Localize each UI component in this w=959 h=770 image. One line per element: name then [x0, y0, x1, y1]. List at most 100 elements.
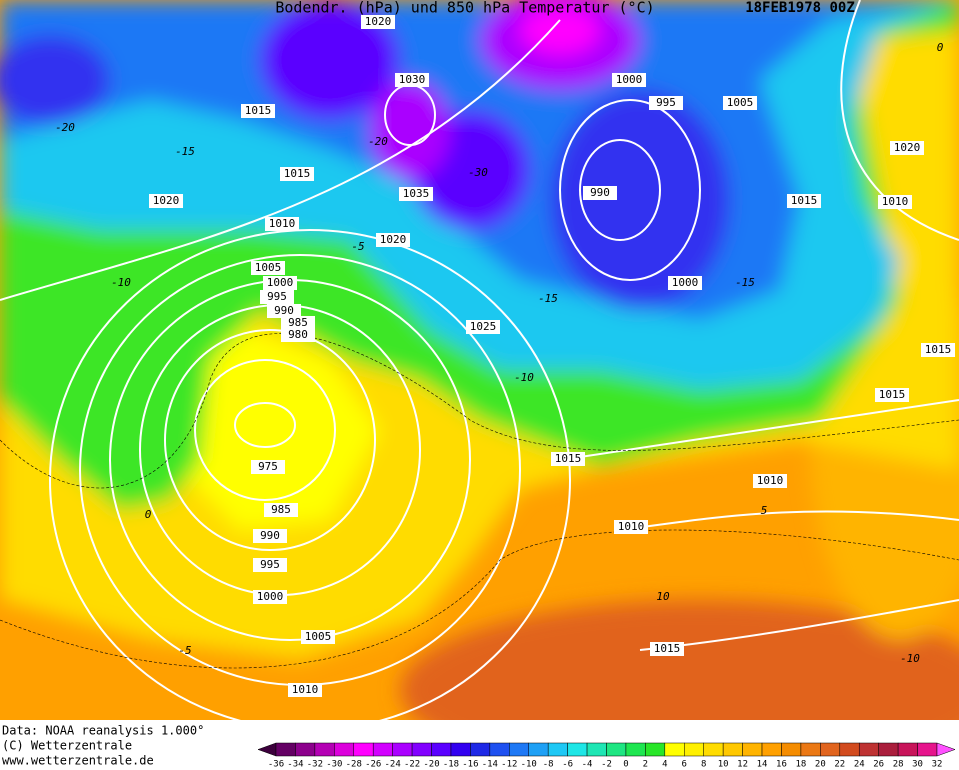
legend-tick-label: 24: [854, 760, 865, 770]
legend-tick-label: -26: [365, 760, 381, 770]
isobar-label-bg: [890, 141, 924, 155]
isotherm-label: -15: [538, 292, 558, 305]
legend-swatch: [625, 742, 646, 757]
isobar-label-bg: [253, 529, 287, 543]
legend-tick-label: -34: [287, 760, 303, 770]
isobar-label: 1010: [618, 520, 645, 533]
legend-swatch: [917, 742, 938, 757]
legend-swatch: [411, 742, 432, 757]
legend-tick-label: 28: [893, 760, 904, 770]
legend-tick-label: 18: [795, 760, 806, 770]
isotherm-label: -10: [514, 371, 534, 384]
legend-swatch: [839, 742, 860, 757]
isobar-label: 1020: [894, 141, 921, 154]
isobar-label: 1015: [245, 104, 272, 117]
isobar-label: 1020: [153, 194, 180, 207]
legend-tick-label: 30: [912, 760, 923, 770]
legend-tick-label: 10: [718, 760, 729, 770]
isobar-label: 1015: [925, 343, 952, 356]
isobar-label: 990: [274, 304, 294, 317]
isobar-label-bg: [668, 276, 702, 290]
legend-tick-label: -20: [423, 760, 439, 770]
legend-swatch: [509, 742, 529, 757]
legend-tick-label: -4: [582, 760, 593, 770]
isotherm-label: -5: [351, 240, 364, 253]
isobar-label: 1035: [403, 187, 430, 200]
isobar-label: 985: [288, 316, 308, 329]
legend: -36 -34 -32 -30 -28 -26 -24 -22 -20 -18 -16 -14 -12-…: [257, 742, 956, 770]
isotherm-label: 0: [937, 41, 944, 54]
legend-swatch: [742, 742, 763, 757]
legend-swatch: [897, 742, 918, 757]
legend-tick-label: -22: [404, 760, 420, 770]
isobar-label-bg: [149, 194, 183, 208]
isotherm-label: -10: [111, 276, 131, 289]
isobar-label-bg: [251, 261, 285, 275]
legend-tick-label: 2: [643, 760, 648, 770]
isobar-label-bg: [551, 452, 585, 466]
isotherm-label: -5: [178, 644, 191, 657]
legend-swatch: [567, 742, 588, 757]
legend-tick-label: -8: [543, 760, 554, 770]
isobar-label-bg: [288, 683, 322, 697]
isobar-label: 990: [260, 529, 280, 542]
legend-tick-label: -24: [385, 760, 401, 770]
footer-line: Data: NOAA reanalysis 1.000°: [2, 724, 204, 738]
isobar-label-bg: [280, 167, 314, 181]
isobar-label: 985: [271, 503, 291, 516]
isobar-label: 1000: [257, 590, 284, 603]
isotherm-label: -20: [368, 135, 388, 148]
legend-swatch: [606, 742, 627, 757]
isobar-label-bg: [253, 590, 287, 604]
isotherm-label: -15: [735, 276, 755, 289]
legend-swatch: [664, 742, 685, 757]
isobar-label: 1015: [284, 167, 311, 180]
isobar-label-bg: [241, 104, 275, 118]
isobar-label-bg: [376, 233, 410, 247]
isobar-label-bg: [878, 195, 912, 209]
isotherm-label: 0: [145, 508, 152, 521]
legend-swatch: [800, 742, 821, 757]
legend-swatch: [547, 742, 568, 757]
legend-swatch: [820, 742, 841, 757]
isobar-label: 1015: [879, 388, 906, 401]
legend-tick-label: -28: [346, 760, 362, 770]
isobar-label-bg: [395, 73, 429, 87]
isotherm-label: -15: [175, 145, 195, 158]
legend-tick-label: -16: [462, 760, 478, 770]
legend-swatch: [431, 742, 452, 757]
isobar-label-bg: [614, 520, 648, 534]
isobar-label-bg: [263, 276, 297, 290]
legend-swatch: [470, 742, 491, 757]
isotherm-label: 10: [656, 590, 670, 603]
isobar-label: 1010: [757, 474, 784, 487]
isobar-label: 1000: [267, 276, 294, 289]
legend-swatch: [450, 742, 471, 757]
isobar-label: 1030: [399, 73, 426, 86]
isotherm-label: -10: [900, 652, 920, 665]
legend-tick-label: -32: [307, 760, 323, 770]
legend-tick-label: 20: [815, 760, 826, 770]
legend-swatch: [703, 742, 724, 757]
footer-line: www.wetterzentrale.de: [2, 754, 154, 768]
isobar-label: 980: [288, 328, 308, 341]
isotherm-label: -20: [55, 121, 75, 134]
footer-line: (C) Wetterzentrale: [2, 739, 132, 753]
isobar-label: 975: [258, 460, 278, 473]
legend-tick-label: -18: [443, 760, 459, 770]
legend-tick-label: 8: [701, 760, 706, 770]
isobar-label: 1005: [305, 630, 332, 643]
isobar-label-bg: [260, 290, 294, 304]
isobar-label: 1000: [616, 73, 643, 86]
legend-tick-label: 4: [662, 760, 667, 770]
legend-swatch: [878, 742, 899, 757]
legend-tick-label: 32: [932, 760, 943, 770]
isobar-label-bg: [251, 460, 285, 474]
legend-tick-label: 26: [873, 760, 884, 770]
isotherm-label: -30: [468, 166, 488, 179]
legend-swatch: [489, 742, 510, 757]
isobar-label-bg: [399, 187, 433, 201]
